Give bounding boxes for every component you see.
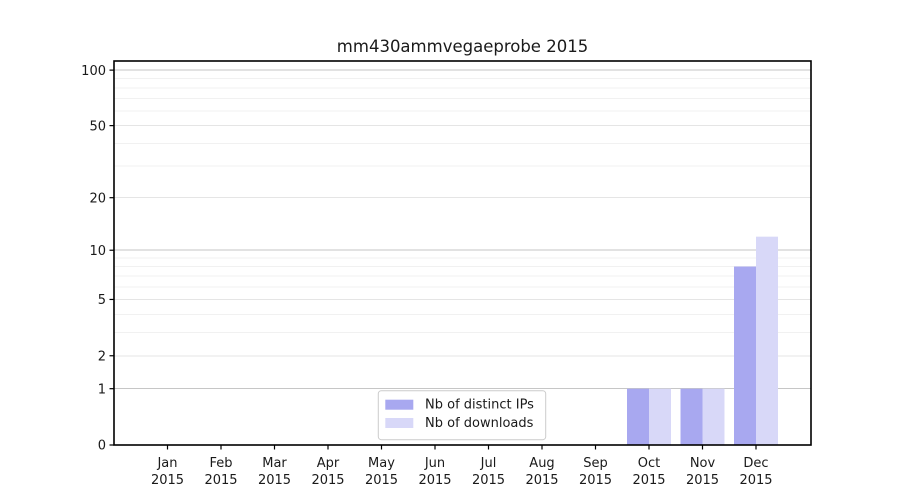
- bar-dec-nb-of-downloads: [756, 236, 778, 445]
- bar-dec-nb-of-distinct-ips: [734, 266, 756, 445]
- y-tick-label: 10: [89, 244, 106, 259]
- chart-title: mm430ammvegaeprobe 2015: [337, 37, 588, 56]
- x-tick-label-nov: Nov 2015: [686, 456, 719, 488]
- x-tick-label-sep: Sep 2015: [579, 456, 612, 488]
- legend-frame: [377, 390, 547, 441]
- x-tick-label-jul: Jul 2015: [472, 456, 505, 488]
- x-tick-label-dec: Dec 2015: [739, 456, 772, 488]
- x-tick-label-oct: Oct 2015: [632, 456, 665, 488]
- y-tick-label: 1: [98, 382, 106, 397]
- legend-label: Nb of downloads: [425, 416, 534, 431]
- x-tick-label-aug: Aug 2015: [525, 456, 558, 488]
- bars: [627, 236, 778, 445]
- x-tick-label-jan: Jan 2015: [151, 456, 184, 488]
- y-tick-label: 20: [89, 191, 106, 206]
- x-tick-label-jun: Jun 2015: [418, 456, 451, 488]
- x-tick-label-apr: Apr 2015: [311, 456, 344, 488]
- x-tick-label-may: May 2015: [365, 456, 398, 488]
- legend-swatch-nb-of-downloads: [385, 418, 414, 428]
- bar-oct-nb-of-downloads: [649, 388, 671, 445]
- bar-nov-nb-of-downloads: [702, 388, 725, 445]
- plot-border: [113, 60, 812, 446]
- legend-label: Nb of distinct IPs: [425, 398, 534, 413]
- y-tick-label: 100: [81, 64, 106, 79]
- y-axis-ticks: 0 1 2 5 10 20 50 100: [81, 64, 114, 454]
- legend-swatch-nb-of-distinct-ips: [385, 399, 414, 410]
- y-tick-label: 2: [98, 349, 106, 364]
- legend: Nb of distinct IPs Nb of downloads: [377, 390, 547, 441]
- x-axis-ticks: Jan 2015 Feb 2015 Mar 2015 Apr 2015 May 2015 Jun 20…: [151, 445, 773, 488]
- y-tick-label: 5: [98, 293, 106, 308]
- y-tick-label: 0: [98, 439, 106, 454]
- gridlines: [114, 69, 811, 390]
- x-tick-label-mar: Mar 2015: [258, 456, 291, 488]
- y-tick-label: 50: [89, 119, 106, 134]
- x-tick-label-feb: Feb 2015: [204, 456, 237, 488]
- axes: [113, 60, 812, 446]
- bar-nov-nb-of-distinct-ips: [680, 388, 703, 445]
- bar-oct-nb-of-distinct-ips: [627, 388, 649, 445]
